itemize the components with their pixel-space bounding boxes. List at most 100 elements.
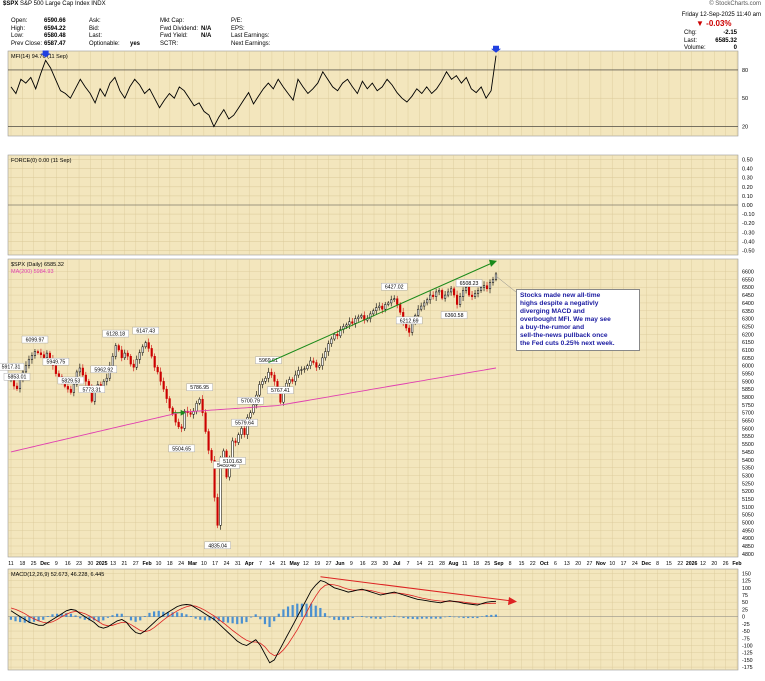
macd-histogram-bar (393, 615, 396, 617)
macd-histogram-bar (83, 616, 86, 620)
macd-histogram-bar (37, 616, 40, 622)
y-tick-label: 4950 (742, 528, 754, 534)
field-label: Prev Close: (11, 40, 43, 47)
y-tick-label: -50 (742, 629, 750, 635)
macd-histogram-bar (494, 614, 497, 617)
y-tick-label: 5950 (742, 371, 754, 377)
candle-body (485, 285, 489, 290)
candle-body (339, 329, 342, 337)
macd-histogram-bar (148, 612, 151, 617)
candle-body (372, 310, 375, 315)
candle-body (345, 324, 348, 327)
y-tick-label: -0.40 (742, 239, 755, 245)
down-arrow-icon: ▼ (696, 19, 704, 28)
annotation-line: highs despite a negativly (520, 300, 599, 307)
candle-body (261, 381, 264, 385)
change-percent: ▼ -0.03% (696, 19, 732, 28)
macd-histogram-bar (286, 606, 290, 617)
macd-histogram-bar (282, 609, 285, 617)
price-label: 5829.53 (61, 378, 80, 384)
macd-histogram-bar (420, 616, 424, 619)
macd-histogram-bar (152, 611, 156, 617)
price-label: 5853.01 (8, 375, 27, 381)
macd-histogram-bar (74, 615, 77, 617)
price-label: 6147.43 (136, 329, 155, 335)
candle-body (303, 368, 306, 370)
x-tick-label: 21 (428, 561, 434, 567)
field-label: Chg: (684, 30, 697, 36)
macd-histogram-bar (397, 616, 400, 618)
macd-line (10, 579, 497, 664)
y-tick-label: 6000 (742, 364, 754, 370)
x-tick-label: May (290, 561, 300, 567)
macd-histogram-bar (65, 613, 68, 617)
candle-body (15, 385, 19, 389)
candle-body (393, 298, 396, 301)
candle-body (195, 403, 198, 412)
candle-body (27, 359, 31, 366)
x-tick-label: 25 (485, 561, 491, 567)
macd-histogram-bar (171, 612, 174, 617)
y-tick-label: 5450 (742, 450, 754, 456)
blue-arrow-icon (491, 45, 501, 53)
macd-trend-arrow-icon (508, 596, 517, 606)
candle-body (348, 321, 351, 326)
candle-body (330, 338, 333, 344)
y-tick-label: 50 (742, 96, 748, 102)
candle-body (441, 290, 444, 299)
y-tick-label: 50 (742, 600, 748, 606)
candle-body (473, 293, 477, 297)
y-tick-label: 6350 (742, 309, 754, 315)
candle-body (333, 334, 336, 340)
candle-body (36, 351, 40, 354)
price-label: 6128.18 (106, 332, 125, 338)
mfi-line (10, 55, 497, 128)
field-value: 0 (733, 45, 737, 51)
candle-body (129, 355, 132, 365)
candle-body (42, 354, 46, 359)
candle-body (102, 381, 105, 387)
candle-body (84, 374, 87, 382)
force-title: FORCE(0) 0.00 (11 Sep) (11, 158, 72, 164)
price-label-box (186, 383, 213, 391)
y-tick-label: 5300 (742, 473, 754, 479)
x-tick-label: 10 (609, 561, 615, 567)
x-tick-label: 20 (711, 561, 717, 567)
price-label: 6212.69 (400, 318, 419, 324)
candle-body (264, 377, 267, 382)
candle-body (482, 285, 486, 288)
macd-histogram-bar (342, 616, 345, 620)
y-tick-label: 6300 (742, 317, 754, 323)
y-tick-label: 5400 (742, 458, 754, 464)
x-tick-label: 24 (178, 561, 184, 567)
x-tick-label: 12 (303, 561, 309, 567)
candle-body (396, 298, 399, 305)
macd-histogram-bar (245, 616, 248, 623)
y-tick-label: 5250 (742, 481, 754, 487)
macd-histogram-bar (323, 613, 327, 617)
y-tick-label: 150 (742, 571, 751, 577)
quote-date: Friday 12-Sep-2025 11:40 am (681, 12, 761, 18)
price-label: 6508.23 (460, 281, 479, 287)
macd-histogram-bar (28, 616, 31, 623)
macd-histogram-bar (310, 603, 313, 617)
y-tick-label: -100 (742, 643, 753, 649)
y-tick-label: 6600 (742, 270, 754, 276)
x-tick-label: 26 (723, 561, 729, 567)
candle-body (357, 316, 360, 319)
candle-body (258, 384, 261, 396)
y-tick-label: 0 (742, 615, 745, 621)
candle-body (231, 440, 234, 461)
x-tick-label: 20 (575, 561, 581, 567)
y-tick-label: 5700 (742, 411, 754, 417)
candle-body (144, 342, 147, 348)
y-tick-label: 5050 (742, 513, 754, 519)
candle-body (426, 299, 429, 304)
candle-body (24, 365, 28, 373)
y-tick-label: -0.50 (742, 248, 755, 254)
field-label: Ask: (89, 18, 101, 24)
candle-body (39, 352, 43, 355)
candle-body (494, 273, 498, 280)
price-label: 5101.63 (223, 459, 242, 465)
price-label-box (132, 326, 159, 335)
